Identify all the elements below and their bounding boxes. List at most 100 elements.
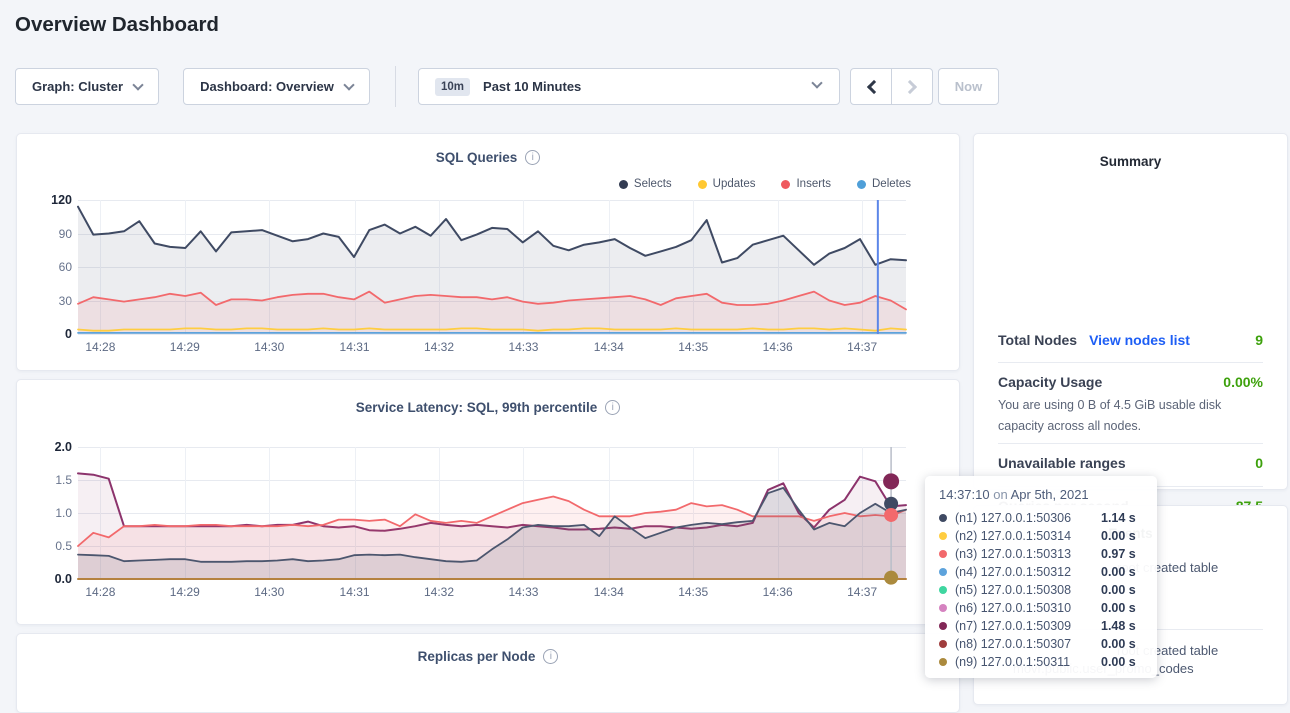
y-axis-tick: 1.0 (55, 506, 72, 520)
legend-item-deletes[interactable]: Deletes (857, 178, 911, 190)
graph-dropdown-label: Graph: Cluster (31, 79, 123, 94)
node-series-dot (939, 514, 947, 522)
node-latency-value: 0.00 s (1101, 529, 1136, 543)
legend-label: Updates (712, 178, 756, 190)
x-axis-tick: 14:28 (85, 585, 116, 599)
tooltip-node-row: (n4) 127.0.0.1:50312 0.00 s (939, 563, 1143, 581)
legend-label: Selects (633, 178, 672, 190)
time-range-dropdown[interactable]: 10m Past 10 Minutes (418, 68, 840, 105)
capacity-usage-value: 0.00% (1223, 374, 1263, 390)
info-icon[interactable]: i (543, 649, 559, 664)
legend-dot (618, 179, 628, 189)
sql-queries-chart-card: SQL Queries i Selects Updates Inserts Delet… (16, 133, 960, 371)
legend-item-inserts[interactable]: Inserts (781, 178, 831, 190)
unavailable-ranges-value: 0 (1255, 455, 1263, 471)
summary-divider (998, 443, 1263, 444)
tooltip-node-row: (n2) 127.0.0.1:50314 0.00 s (939, 527, 1143, 545)
node-address: (n2) 127.0.0.1:50314 (955, 529, 1072, 543)
tooltip-node-row: (n3) 127.0.0.1:50313 0.97 s (939, 545, 1143, 563)
legend-item-updates[interactable]: Updates (697, 178, 756, 190)
chevron-down-icon (343, 78, 355, 91)
service-latency-plot[interactable]: 2.0 1.5 1.0 0.5 0.0 14:28 14:29 14:30 14:31 14:32… (55, 440, 907, 599)
node-address: (n6) 127.0.0.1:50310 (955, 601, 1072, 615)
node-series-dot (939, 604, 947, 612)
x-axis-tick: 14:34 (593, 340, 624, 354)
tooltip-node-row: (n5) 127.0.0.1:50308 0.00 s (939, 581, 1143, 599)
y-axis-tick: 90 (58, 226, 72, 241)
x-axis-tick: 14:29 (169, 340, 200, 354)
node-latency-value: 0.00 s (1101, 583, 1136, 597)
x-axis-tick: 14:36 (762, 585, 793, 599)
node-series-dot (939, 532, 947, 540)
capacity-usage-description: You are using 0 B of 4.5 GiB usable disk… (998, 398, 1222, 433)
x-axis-tick: 14:32 (423, 585, 455, 599)
dashboard-dropdown-label: Dashboard: Overview (200, 79, 334, 94)
now-button[interactable]: Now (938, 68, 999, 105)
info-icon[interactable]: i (525, 150, 541, 165)
tooltip-node-row: (n1) 127.0.0.1:50306 1.14 s (939, 509, 1143, 527)
chevron-down-icon (132, 78, 144, 91)
chevron-right-icon (902, 79, 917, 94)
graph-dropdown[interactable]: Graph: Cluster (15, 68, 159, 105)
toolbar-divider (395, 66, 396, 107)
legend-label: Deletes (872, 178, 911, 190)
dashboard-dropdown[interactable]: Dashboard: Overview (183, 68, 370, 105)
node-address: (n9) 127.0.0.1:50311 (955, 655, 1071, 669)
node-series-dot (939, 586, 947, 594)
node-latency-value: 0.00 s (1101, 637, 1136, 651)
replicas-per-node-chart-card: Replicas per Node i (16, 633, 960, 713)
time-next-button[interactable] (891, 68, 933, 105)
x-axis-tick: 14:34 (593, 585, 624, 599)
view-nodes-list-link[interactable]: View nodes list (1089, 332, 1190, 348)
total-nodes-label: Total Nodes (998, 332, 1078, 348)
time-prev-button[interactable] (850, 68, 892, 105)
summary-panel: Summary Total Nodes View nodes list 9 Ca… (973, 133, 1288, 595)
replicas-per-node-chart-title: Replicas per Node (417, 649, 536, 664)
x-axis-tick: 14:32 (423, 340, 455, 354)
node-address: (n7) 127.0.0.1:50309 (955, 619, 1072, 633)
sql-queries-chart-title: SQL Queries (435, 150, 518, 165)
x-axis-tick: 14:35 (678, 585, 709, 599)
legend-dot (781, 179, 791, 189)
summary-title: Summary (1099, 154, 1162, 169)
y-axis-tick: 0 (65, 327, 72, 341)
sql-queries-legend: Selects Updates Inserts Deletes (618, 178, 911, 190)
legend-dot (857, 179, 866, 189)
x-axis-tick: 14:30 (254, 585, 285, 599)
chart-canvas[interactable] (77, 200, 907, 335)
node-address: (n4) 127.0.0.1:50312 (955, 565, 1072, 579)
node-latency-value: 1.14 s (1101, 511, 1136, 525)
node-address: (n8) 127.0.0.1:50307 (955, 637, 1072, 651)
node-latency-value: 0.00 s (1101, 565, 1136, 579)
sql-queries-plot[interactable]: 120 90 60 30 0 14:28 14:29 14:30 14:31 14:32 14:33… (51, 193, 907, 354)
node-latency-value: 0.00 s (1101, 601, 1136, 615)
x-axis-tick: 14:33 (508, 585, 539, 599)
node-address: (n3) 127.0.0.1:50313 (955, 547, 1072, 561)
node-latency-value: 1.48 s (1101, 619, 1136, 633)
x-axis-tick: 14:30 (254, 340, 285, 354)
node-series-dot (939, 640, 947, 648)
chevron-left-icon (866, 79, 881, 94)
x-axis-tick: 14:33 (508, 340, 539, 354)
node-latency-value: 0.97 s (1101, 547, 1136, 561)
node-series-dot (939, 658, 947, 666)
node-series-dot (939, 622, 947, 630)
y-axis-tick: 2.0 (54, 440, 72, 454)
node-series-dot (939, 550, 947, 558)
info-icon[interactable]: i (605, 400, 621, 415)
legend-dot (697, 179, 707, 189)
y-axis-tick: 1.5 (55, 473, 72, 487)
y-axis-tick: 0.0 (54, 572, 72, 586)
unavailable-ranges-label: Unavailable ranges (998, 455, 1126, 471)
legend-item-selects[interactable]: Selects (618, 178, 672, 190)
y-axis-tick: 30 (58, 293, 72, 308)
x-axis-tick: 14:36 (762, 340, 793, 354)
x-axis-tick: 14:28 (85, 340, 116, 354)
service-latency-chart-title: Service Latency: SQL, 99th percentile (355, 400, 598, 415)
x-axis-tick: 14:37 (847, 585, 878, 599)
legend-label: Inserts (796, 178, 831, 190)
chevron-down-icon (811, 77, 823, 89)
node-address: (n1) 127.0.0.1:50306 (955, 511, 1072, 525)
chart-canvas[interactable] (77, 447, 907, 585)
tooltip-node-row: (n9) 127.0.0.1:50311 0.00 s (939, 653, 1143, 671)
